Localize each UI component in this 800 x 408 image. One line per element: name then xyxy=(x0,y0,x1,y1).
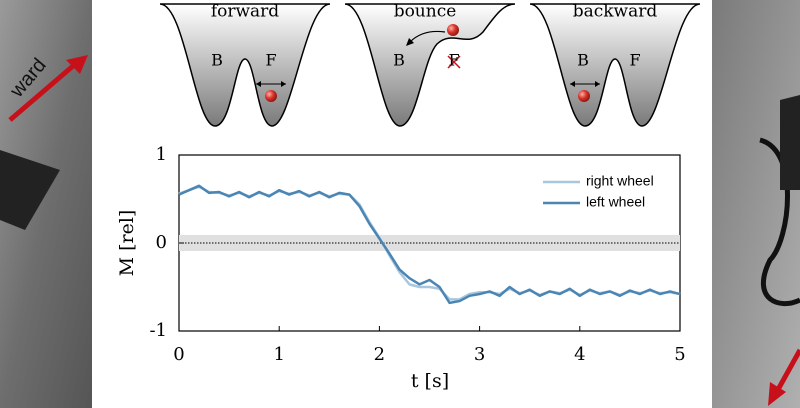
arrow-head xyxy=(768,382,786,406)
cross xyxy=(447,55,461,69)
legend-label: left wheel xyxy=(586,194,645,210)
annotation: F xyxy=(265,51,276,70)
arrow xyxy=(8,58,82,122)
arrow xyxy=(772,348,800,397)
annotation: F xyxy=(629,51,640,70)
x-tick-label: 2 xyxy=(374,344,385,365)
potential-well xyxy=(344,3,516,127)
y-tick-label: -1 xyxy=(149,320,167,341)
ball xyxy=(447,24,459,36)
y-tick-label: 0 xyxy=(156,232,167,253)
arrow xyxy=(409,30,446,43)
x-tick-label: 5 xyxy=(674,344,685,365)
x-tick-label: 0 xyxy=(173,344,184,365)
arrow-head xyxy=(66,55,88,74)
legend-label: right wheel xyxy=(586,173,654,189)
series-line xyxy=(178,184,681,305)
arrow-head xyxy=(406,38,414,46)
annotation: F xyxy=(448,51,459,70)
annotation: backward xyxy=(573,2,658,22)
annotation: forward xyxy=(211,2,279,22)
potential-well xyxy=(529,3,701,127)
y-tick-label: 1 xyxy=(156,144,167,165)
ball xyxy=(578,90,590,102)
potential-well xyxy=(159,3,331,127)
ball xyxy=(265,90,277,102)
x-tick-label: 4 xyxy=(574,344,585,365)
robot xyxy=(0,150,60,230)
y-axis-label: M [rel] xyxy=(116,210,138,277)
robot xyxy=(780,95,800,190)
annotation: B xyxy=(577,51,589,70)
x-axis-label: t [s] xyxy=(411,370,449,392)
annotation: B xyxy=(211,51,223,70)
annotation: B xyxy=(393,51,405,70)
annotation: bounce xyxy=(394,2,457,22)
x-tick-label: 3 xyxy=(474,344,485,365)
x-tick-label: 1 xyxy=(273,344,284,365)
